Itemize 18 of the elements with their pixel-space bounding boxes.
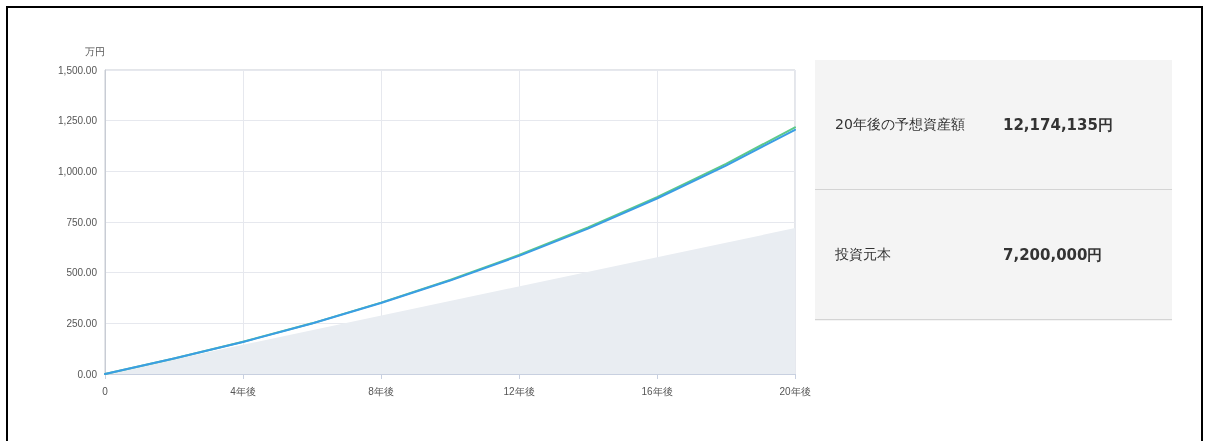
x-tick-label: 16年後 [641,385,673,397]
y-axis-title: 万円 [85,45,105,57]
y-tick-label: 1,250.00 [58,115,98,127]
y-tick-label: 250.00 [66,317,98,329]
y-tick-label: 750.00 [66,216,98,228]
x-tick-label: 4年後 [230,385,256,397]
x-tick-label: 12年後 [503,385,535,397]
text: 12,174,135円 [1003,115,1113,134]
text: 20年後の予想資産額 [835,115,965,134]
y-tick-label: 1,000.00 [58,165,98,177]
x-tick-label: 20年後 [779,385,811,397]
y-tick-label: 1,500.00 [58,64,98,76]
text: 7,200,000円 [1003,245,1103,264]
y-tick-label: 500.00 [66,267,98,279]
x-tick-label: 8年後 [368,385,394,397]
y-tick-label: 0.00 [77,368,98,380]
x-tick-label: 0 [102,385,109,397]
text: 投資元本 [835,245,891,264]
